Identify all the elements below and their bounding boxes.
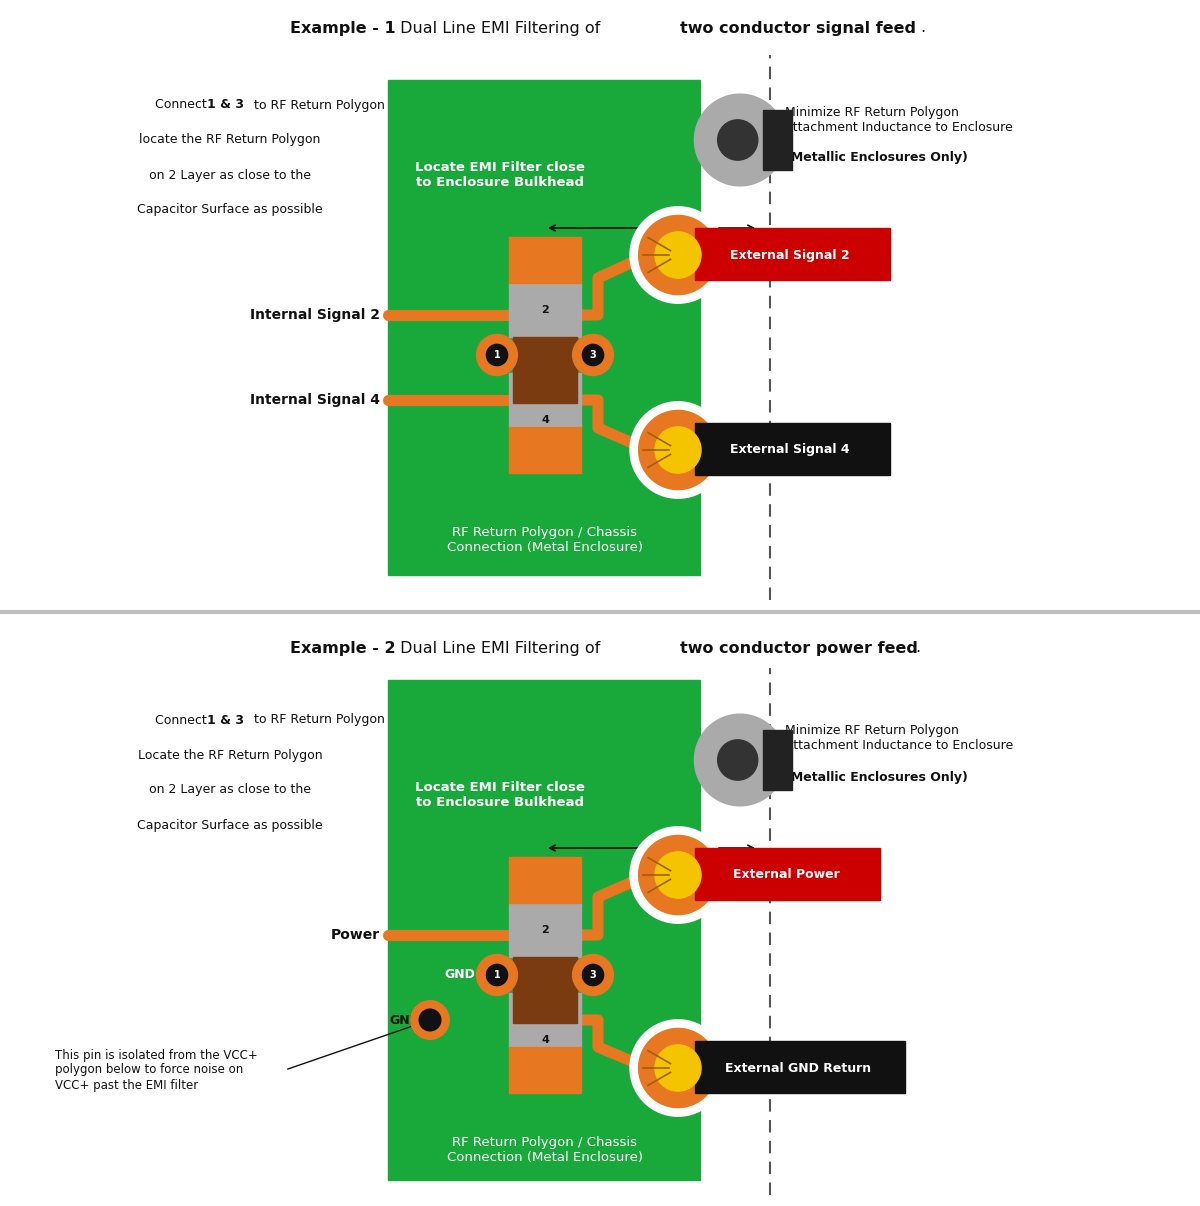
Text: 4: 4 [541,415,548,425]
Circle shape [695,94,786,186]
Circle shape [718,119,757,160]
Bar [388,680,700,1179]
Circle shape [630,827,726,924]
Circle shape [718,739,757,780]
Bar [509,993,581,1047]
Text: Minimize RF Return Polygon
attachment Inductance to Enclosure: Minimize RF Return Polygon attachment In… [785,106,1013,134]
Text: Connect: Connect [155,99,211,111]
Bar [763,730,792,790]
Bar [512,956,577,1023]
Text: External Power: External Power [733,868,839,882]
Text: Connect: Connect [155,714,211,726]
Text: (Metallic Enclosures Only): (Metallic Enclosures Only) [785,772,968,784]
Circle shape [638,216,718,294]
Text: Minimize RF Return Polygon
Attachment Inductance to Enclosure: Minimize RF Return Polygon Attachment In… [785,724,1013,753]
Text: Dual Line EMI Filtering of: Dual Line EMI Filtering of [395,21,605,35]
Bar [695,423,890,475]
Text: Dual Line EMI Filtering of: Dual Line EMI Filtering of [395,640,605,656]
Text: GND: GND [389,1013,420,1026]
Circle shape [655,427,701,473]
Text: .: . [916,640,920,656]
Text: Locate EMI Filter close
to Enclosure Bulkhead: Locate EMI Filter close to Enclosure Bul… [415,160,584,189]
Text: 3: 3 [589,970,596,980]
Text: External Signal 2: External Signal 2 [730,248,850,262]
Text: Internal Signal 4: Internal Signal 4 [250,393,380,406]
Text: Capacitor Surface as possible: Capacitor Surface as possible [137,819,323,831]
Circle shape [655,232,701,279]
Text: GND: GND [444,968,475,982]
Bar [509,856,581,902]
Bar [763,110,792,170]
Text: 2: 2 [541,305,548,315]
Text: Power: Power [331,927,380,942]
Text: Locate the RF Return Polygon: Locate the RF Return Polygon [138,749,323,761]
Text: RF Return Polygon / Chassis
Connection (Metal Enclosure): RF Return Polygon / Chassis Connection (… [446,1136,643,1164]
Circle shape [582,345,604,365]
Text: 3: 3 [589,350,596,361]
Circle shape [630,206,726,303]
Bar [509,427,581,473]
Text: 1 & 3: 1 & 3 [206,714,244,726]
Text: on 2 Layer as close to the: on 2 Layer as close to the [149,169,311,181]
Circle shape [419,1009,440,1031]
Text: This pin is isolated from the VCC+
polygon below to force noise on
VCC+ past the: This pin is isolated from the VCC+ polyg… [55,1048,258,1091]
Circle shape [655,1044,701,1091]
Bar [512,336,577,403]
Text: 4: 4 [541,1035,548,1046]
Bar [695,1041,905,1093]
Circle shape [655,851,701,898]
Text: Example - 2: Example - 2 [290,640,396,656]
Text: External GND Return: External GND Return [725,1061,871,1075]
Text: 2: 2 [541,925,548,935]
Circle shape [572,334,613,375]
Bar [509,902,581,956]
Text: two conductor signal feed: two conductor signal feed [680,21,916,35]
Circle shape [630,402,726,498]
Bar [509,236,581,282]
Text: 1: 1 [493,970,500,980]
Circle shape [638,836,718,914]
Circle shape [476,954,517,995]
Circle shape [486,965,508,985]
Text: to RF Return Polygon: to RF Return Polygon [250,714,385,726]
Text: to RF Return Polygon: to RF Return Polygon [250,99,385,111]
Text: two conductor power feed: two conductor power feed [680,640,918,656]
Bar [695,228,890,280]
Text: (Metallic Enclosures Only): (Metallic Enclosures Only) [785,152,968,164]
Text: 1: 1 [493,350,500,361]
Bar [509,282,581,336]
Text: locate the RF Return Polygon: locate the RF Return Polygon [139,134,320,146]
Circle shape [695,714,786,806]
Text: RF Return Polygon / Chassis
Connection (Metal Enclosure): RF Return Polygon / Chassis Connection (… [446,526,643,554]
Bar [388,80,700,575]
Circle shape [582,965,604,985]
Circle shape [572,954,613,995]
Circle shape [410,1001,449,1040]
Bar [695,848,880,900]
Bar [509,373,581,427]
Circle shape [486,345,508,365]
Circle shape [476,334,517,375]
Text: on 2 Layer as close to the: on 2 Layer as close to the [149,784,311,796]
Bar [509,1047,581,1093]
Text: Capacitor Surface as possible: Capacitor Surface as possible [137,204,323,217]
Text: Example - 1: Example - 1 [290,21,396,35]
Text: Locate EMI Filter close
to Enclosure Bulkhead: Locate EMI Filter close to Enclosure Bul… [415,781,584,809]
Text: External Signal 4: External Signal 4 [730,444,850,457]
Text: .: . [920,21,925,35]
Circle shape [630,1020,726,1117]
Text: 1 & 3: 1 & 3 [206,99,244,111]
Circle shape [638,410,718,490]
Circle shape [638,1029,718,1107]
Text: Internal Signal 2: Internal Signal 2 [250,308,380,322]
